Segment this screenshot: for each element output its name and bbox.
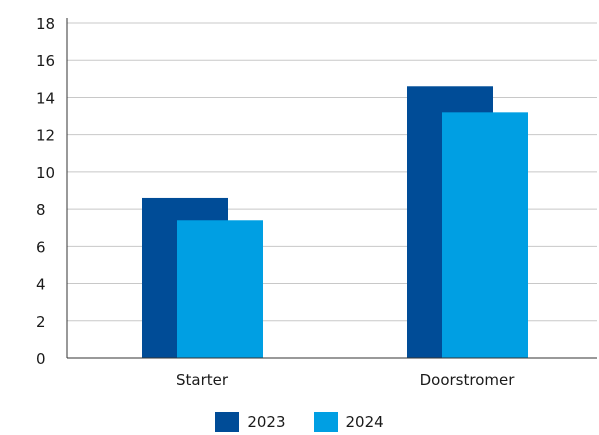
y-tick-label: 12 bbox=[36, 127, 55, 145]
bar-2024-starter bbox=[177, 220, 263, 358]
y-tick-label: 10 bbox=[36, 164, 55, 182]
legend-swatch bbox=[215, 412, 240, 432]
legend-label: 2024 bbox=[345, 413, 384, 431]
legend-item-2023: 2023 bbox=[215, 410, 286, 434]
y-tick-label: 8 bbox=[36, 201, 46, 219]
legend-item-2024: 2024 bbox=[313, 410, 384, 434]
legend-swatch bbox=[313, 412, 338, 432]
bar-2024-doorstromer bbox=[442, 112, 528, 358]
x-tick-label: Doorstromer bbox=[420, 371, 516, 389]
bar-chart: 0 2 4 6 8 10 12 14 16 18 Starter Doorstromer bbox=[36, 15, 597, 389]
y-tick-label: 0 bbox=[36, 350, 46, 368]
legend: 2023 2024 bbox=[0, 410, 599, 434]
y-tick-label: 2 bbox=[36, 313, 46, 331]
y-tick-label: 6 bbox=[36, 238, 46, 256]
legend-label: 2023 bbox=[247, 413, 286, 431]
y-tick-label: 18 bbox=[36, 15, 55, 33]
y-tick-label: 16 bbox=[36, 52, 55, 70]
y-tick-label: 14 bbox=[36, 89, 55, 107]
y-tick-label: 4 bbox=[36, 276, 46, 294]
x-tick-label: Starter bbox=[176, 371, 229, 389]
